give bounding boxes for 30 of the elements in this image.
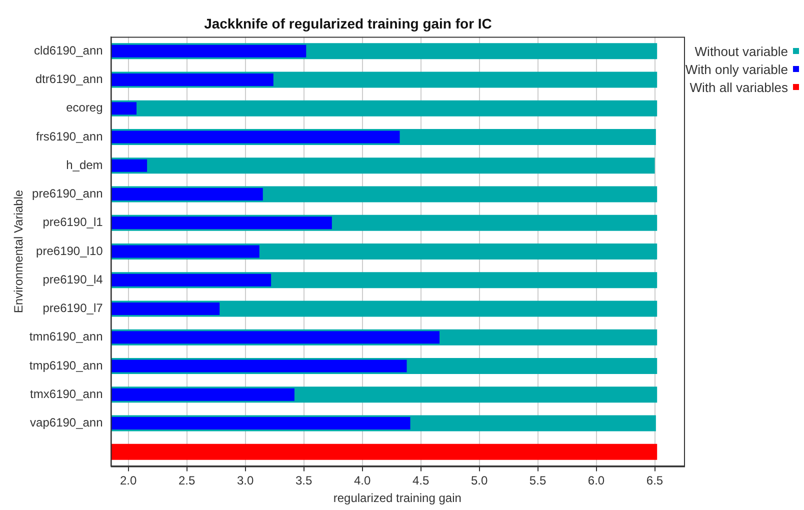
x-axis-title: regularized training gain <box>333 491 462 506</box>
y-tick-label: frs6190_ann <box>36 129 103 144</box>
y-tick-label: pre6190_l4 <box>42 272 104 286</box>
x-tick-label: 4.5 <box>412 474 430 488</box>
legend-label: Without variable <box>694 44 788 58</box>
y-axis-title: Environmental Variable <box>12 190 26 314</box>
x-tick-label: 4.0 <box>354 474 371 488</box>
x-tick-label: 6.5 <box>646 474 664 488</box>
legend-label: With all variables <box>690 80 788 94</box>
x-tick-label: 3.0 <box>236 474 254 488</box>
y-tick-label: pre6190_l1 <box>42 215 104 230</box>
y-tick-label: tmx6190_ann <box>30 386 103 401</box>
y-tick-label: cld6190_ann <box>34 43 103 58</box>
y-tick-label: pre6190_ann <box>32 186 103 201</box>
x-tick-label: 5.0 <box>470 474 488 488</box>
x-tick-label: 6.0 <box>588 474 605 488</box>
y-tick-label: pre6190_l7 <box>42 301 104 316</box>
x-tick-label: 3.5 <box>295 474 312 488</box>
x-tick-label: 5.5 <box>529 474 546 488</box>
y-tick-label: vap6190_ann <box>30 416 103 430</box>
x-tick-label: 2.5 <box>178 474 196 488</box>
y-tick-label: pre6190_l10 <box>36 244 104 258</box>
chart-title: Jackknife of regularized training gain for IC <box>204 15 492 32</box>
y-tick-label: dtr6190_ann <box>35 72 103 86</box>
y-tick-label: h_dem <box>66 158 103 172</box>
y-tick-label: tmn6190_ann <box>29 330 103 344</box>
legend-label: With only variable <box>685 62 788 76</box>
y-tick-label: tmp6190_ann <box>29 358 103 372</box>
y-tick-label: ecoreg <box>66 100 103 115</box>
x-tick-label: 2.0 <box>120 474 138 488</box>
